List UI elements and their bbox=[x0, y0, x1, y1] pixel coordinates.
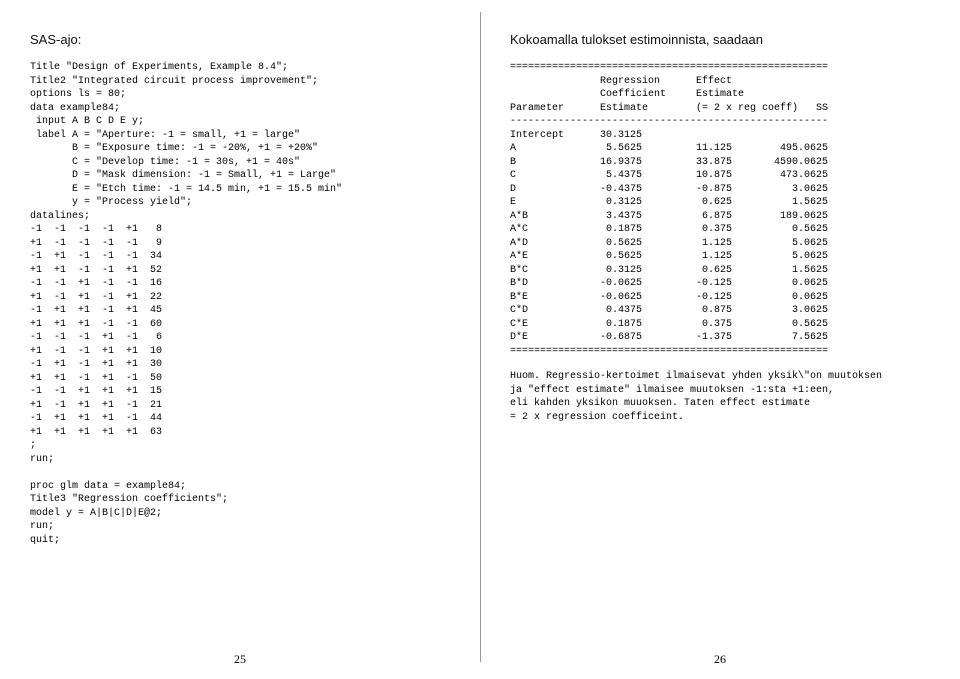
right-page: Kokoamalla tulokset estimoinnista, saada… bbox=[480, 0, 960, 679]
results-note: Huom. Regressio-kertoimet ilmaisevat yhd… bbox=[510, 370, 930, 424]
page-divider bbox=[480, 12, 481, 662]
right-page-number: 26 bbox=[480, 652, 960, 667]
page-container: SAS-ajo: Title "Design of Experiments, E… bbox=[0, 0, 960, 679]
results-table: ========================================… bbox=[510, 61, 930, 358]
left-page-number: 25 bbox=[0, 652, 480, 667]
left-heading: SAS-ajo: bbox=[30, 32, 450, 47]
left-page: SAS-ajo: Title "Design of Experiments, E… bbox=[0, 0, 480, 679]
right-heading: Kokoamalla tulokset estimoinnista, saada… bbox=[510, 32, 930, 47]
sas-code-block: Title "Design of Experiments, Example 8.… bbox=[30, 61, 450, 547]
spacer bbox=[510, 358, 930, 370]
